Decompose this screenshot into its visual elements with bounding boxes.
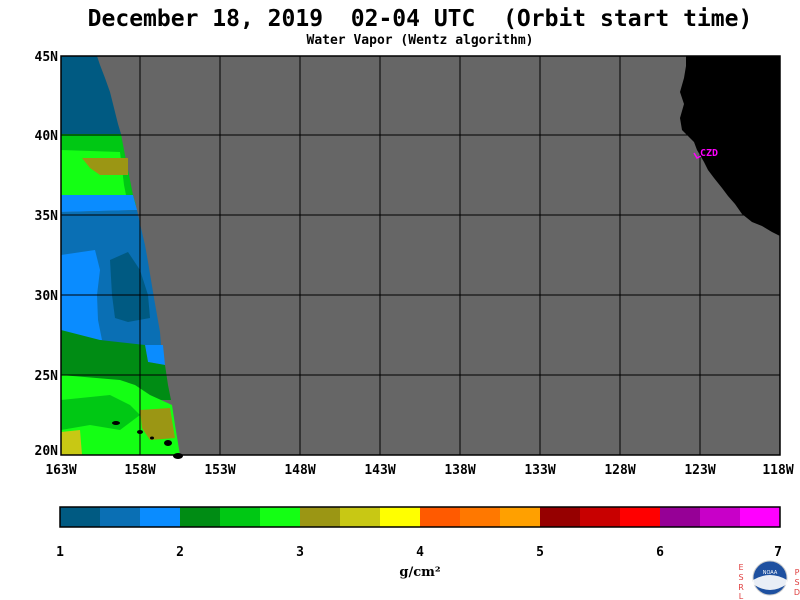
noaa-logo-text: NOAA: [763, 570, 778, 576]
colorbar-tick-label: 4: [416, 545, 424, 560]
colorbar-segment: [660, 507, 701, 527]
chart-subtitle: Water Vapor (Wentz algorithm): [306, 33, 534, 48]
lon-label: 153W: [204, 463, 235, 478]
swath-yellow-south: [61, 430, 82, 455]
lat-label: 25N: [35, 369, 59, 384]
colorbar-segment: [740, 507, 781, 527]
swath-light-blue-east: [145, 345, 165, 365]
swath-dark-blue: [61, 56, 121, 134]
lon-label: 128W: [604, 463, 635, 478]
colorbar-segment: [60, 507, 101, 527]
colorbar-segment: [420, 507, 461, 527]
swath-medium-green-south: [61, 395, 140, 430]
colorbar-segment: [220, 507, 261, 527]
colorbar-segment: [500, 507, 541, 527]
colorbar-units: g/cm²: [399, 565, 440, 580]
colorbar: [60, 507, 781, 527]
lon-label: 163W: [45, 463, 76, 478]
lat-label: 20N: [35, 444, 59, 459]
colorbar-segment: [340, 507, 381, 527]
colorbar-tick-label: 1: [56, 545, 64, 560]
colorbar-frame: [59, 506, 781, 528]
lon-label: 138W: [444, 463, 475, 478]
lon-label: 118W: [762, 463, 793, 478]
colorbar-segment: [180, 507, 221, 527]
lon-label: 123W: [684, 463, 715, 478]
lat-labels: 45N 40N 35N 30N 25N 20N: [35, 50, 59, 459]
colorbar-segment: [580, 507, 621, 527]
lon-label: 148W: [284, 463, 315, 478]
colorbar-segment: [540, 507, 581, 527]
colorbar-tick-label: 5: [536, 545, 544, 560]
lon-labels: 163W 158W 153W 148W 143W 138W 133W 128W …: [45, 463, 793, 478]
water-vapor-swath: [61, 56, 180, 455]
station-label: CZD: [700, 148, 718, 159]
colorbar-tick-label: 7: [774, 545, 782, 560]
colorbar-tick-label: 6: [656, 545, 664, 560]
station-marker: CZD: [693, 148, 718, 159]
colorbar-segment: [300, 507, 341, 527]
map-frame: [60, 55, 781, 456]
chart-title: December 18, 2019 02-04 UTC (Orbit start…: [87, 6, 753, 32]
colorbar-segment: [100, 507, 141, 527]
lon-label: 158W: [124, 463, 155, 478]
logo-right-letter: D: [794, 588, 800, 597]
swath-olive-south: [140, 408, 175, 440]
colorbar-segment: [140, 507, 181, 527]
colorbar-segment: [380, 507, 421, 527]
colorbar-segment: [700, 507, 741, 527]
lon-label: 143W: [364, 463, 395, 478]
lat-label: 35N: [35, 209, 59, 224]
colorbar-tick-label: 3: [296, 545, 304, 560]
logo-left-letter: R: [738, 583, 744, 592]
lon-label: 133W: [524, 463, 555, 478]
swath-mid-blue-north: [61, 195, 137, 212]
logo-right-letter: S: [794, 578, 799, 587]
noaa-logo: NOAA E S R L P S D: [738, 560, 800, 600]
colorbar-tick-label: 2: [176, 545, 184, 560]
colorbar-segment: [620, 507, 661, 527]
colorbar-segment: [460, 507, 501, 527]
logo-left-letter: L: [739, 592, 744, 600]
map-no-data-area: [61, 56, 780, 455]
logo-left-letter: S: [738, 573, 743, 582]
logo-left-letter: E: [738, 563, 743, 572]
logo-right-letter: P: [795, 568, 800, 577]
lat-label: 45N: [35, 50, 59, 65]
lat-label: 30N: [35, 289, 59, 304]
lat-label: 40N: [35, 129, 59, 144]
map-grid: [61, 56, 780, 455]
colorbar-segment: [260, 507, 301, 527]
land-north-america: [680, 56, 780, 236]
swath-olive-north: [82, 158, 128, 175]
colorbar-ticks: 1 2 3 4 5 6 7: [56, 545, 782, 560]
